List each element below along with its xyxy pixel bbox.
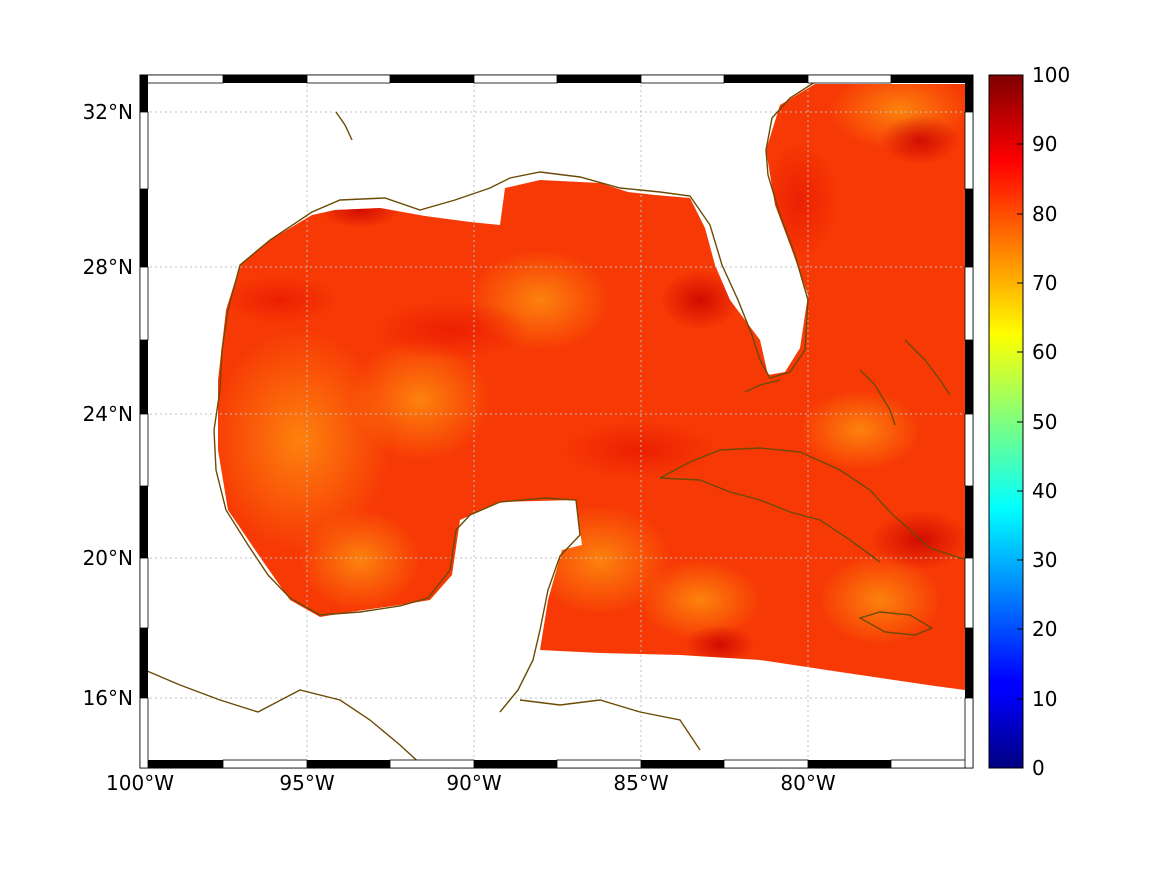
colorbar-label: 0 [1032, 756, 1045, 780]
colorbar: 100 90 80 70 60 50 40 30 20 10 0 [988, 63, 1070, 780]
colorbar-label: 100 [1032, 63, 1070, 87]
lon-label: 85°W [613, 771, 668, 795]
coastlines [139, 81, 974, 769]
lon-labels: 100°W 95°W 90°W 85°W 80°W [106, 771, 836, 795]
colorbar-label: 70 [1032, 271, 1057, 295]
colorbar-label: 10 [1032, 687, 1057, 711]
colorbar-ticks [1017, 143, 1023, 700]
lat-label: 24°N [83, 402, 133, 426]
colorbar-label: 90 [1032, 132, 1057, 156]
lon-label: 90°W [446, 771, 501, 795]
map-frame [139, 74, 974, 769]
lon-label: 100°W [106, 771, 174, 795]
colorbar-label: 60 [1032, 340, 1057, 364]
lat-labels: 32°N 28°N 24°N 20°N 16°N [83, 100, 133, 710]
colorbar-labels: 100 90 80 70 60 50 40 30 20 10 0 [1032, 63, 1070, 780]
colorbar-label: 40 [1032, 479, 1057, 503]
lat-label: 20°N [83, 546, 133, 570]
lat-label: 32°N [83, 100, 133, 124]
lat-label: 28°N [83, 255, 133, 279]
colorbar-label: 80 [1032, 202, 1057, 226]
colorbar-label: 30 [1032, 548, 1057, 572]
lon-label: 80°W [780, 771, 835, 795]
lon-label: 95°W [279, 771, 334, 795]
colorbar-label: 20 [1032, 617, 1057, 641]
colorbar-label: 50 [1032, 410, 1057, 434]
lat-label: 16°N [83, 686, 133, 710]
